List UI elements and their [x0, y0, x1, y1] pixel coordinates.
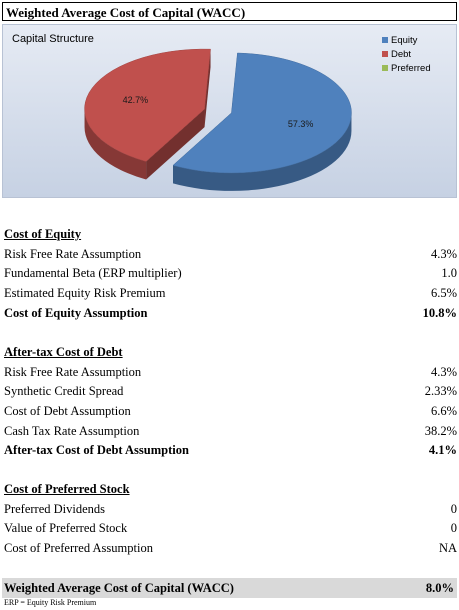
row-label: Risk Free Rate Assumption — [4, 246, 142, 261]
row-label: Cost of Debt Assumption — [4, 404, 131, 419]
row-value: 6.6% — [430, 404, 457, 419]
legend-label-equity: Equity — [391, 34, 418, 46]
page-title: Weighted Average Cost of Capital (WACC) — [2, 2, 457, 21]
pie-slice-equity — [172, 52, 352, 174]
pie-slice-side-equity — [173, 112, 352, 191]
row-label: Fundamental Beta (ERP multiplier) — [4, 266, 182, 281]
pie-data-label-debt: 42.7% — [123, 95, 149, 105]
table-row: Risk Free Rate Assumption 4.3% — [4, 245, 457, 265]
chart-title: Capital Structure — [12, 33, 94, 45]
table-row: Synthetic Credit Spread 2.33% — [4, 382, 457, 402]
pie-slice-debt — [84, 48, 211, 162]
row-value: 38.2% — [424, 423, 457, 438]
row-label: Cash Tax Rate Assumption — [4, 423, 140, 438]
wacc-total-value: 8.0% — [425, 581, 454, 595]
row-value: NA — [438, 541, 457, 556]
capital-structure-chart: Capital Structure 57.3% 42.7% Equity Debt… — [2, 24, 457, 198]
row-value: 6.5% — [430, 286, 457, 301]
table-row-total: Cost of Equity Assumption 10.8% — [4, 304, 457, 324]
row-value: 4.3% — [430, 364, 457, 379]
cost-of-debt-section: After-tax Cost of Debt Risk Free Rate As… — [4, 343, 457, 461]
row-value: 4.3% — [430, 246, 457, 261]
row-label: Cost of Equity Assumption — [4, 305, 148, 320]
cost-of-preferred-section: Cost of Preferred Stock Preferred Divide… — [4, 480, 457, 559]
row-label: After-tax Cost of Debt Assumption — [4, 443, 189, 458]
footnote: ERP = Equity Risk Premium — [4, 598, 97, 607]
legend-swatch-equity — [382, 37, 388, 43]
legend-swatch-debt — [382, 51, 388, 57]
table-row: Preferred Dividends 0 — [4, 500, 457, 520]
row-label: Risk Free Rate Assumption — [4, 364, 142, 379]
legend-swatch-preferred — [382, 65, 388, 71]
wacc-total-label: Weighted Average Cost of Capital (WACC) — [4, 581, 234, 595]
section-header: Cost of Equity — [4, 227, 82, 241]
row-value: 0 — [450, 521, 457, 536]
pie-slice-cut-debt — [204, 49, 211, 128]
row-value: 4.1% — [428, 443, 457, 458]
row-label: Synthetic Credit Spread — [4, 384, 124, 399]
pie-slice-cut-debt — [146, 109, 205, 180]
table-row: Estimated Equity Risk Premium 6.5% — [4, 284, 457, 304]
pie-chart: 57.3% 42.7% — [84, 48, 352, 191]
row-label: Cost of Preferred Assumption — [4, 541, 153, 556]
row-value: 10.8% — [422, 305, 457, 320]
section-header: Cost of Preferred Stock — [4, 482, 130, 496]
pie-data-label-equity: 57.3% — [288, 119, 314, 129]
wacc-total-row: Weighted Average Cost of Capital (WACC) … — [2, 578, 457, 598]
legend-label-preferred: Preferred — [391, 62, 431, 74]
row-value: 1.0 — [441, 266, 457, 281]
table-row: Risk Free Rate Assumption 4.3% — [4, 363, 457, 383]
table-row: Cash Tax Rate Assumption 38.2% — [4, 422, 457, 442]
row-value: 0 — [450, 501, 457, 516]
table-row: Cost of Preferred Assumption NA — [4, 539, 457, 559]
cost-of-equity-section: Cost of Equity Risk Free Rate Assumption… — [4, 225, 457, 323]
chart-legend: Equity Debt Preferred — [382, 33, 431, 75]
table-row: Fundamental Beta (ERP multiplier) 1.0 — [4, 264, 457, 284]
row-label: Value of Preferred Stock — [4, 521, 128, 536]
table-row: Value of Preferred Stock 0 — [4, 519, 457, 539]
table-row-total: After-tax Cost of Debt Assumption 4.1% — [4, 441, 457, 461]
table-row: Cost of Debt Assumption 6.6% — [4, 402, 457, 422]
section-header: After-tax Cost of Debt — [4, 345, 123, 359]
row-value: 2.33% — [424, 384, 457, 399]
legend-item-equity: Equity — [382, 33, 431, 47]
row-label: Estimated Equity Risk Premium — [4, 286, 166, 301]
legend-item-preferred: Preferred — [382, 61, 431, 75]
legend-label-debt: Debt — [391, 48, 412, 60]
legend-item-debt: Debt — [382, 47, 431, 61]
row-label: Preferred Dividends — [4, 501, 106, 516]
pie-slice-side-debt — [84, 109, 147, 180]
